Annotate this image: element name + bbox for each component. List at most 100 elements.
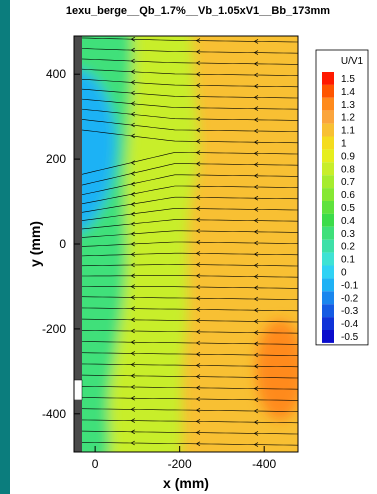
legend-label: 0.8 — [341, 164, 355, 175]
streamline-arrow — [253, 397, 259, 403]
streamline — [74, 397, 298, 401]
streamline-arrow — [130, 80, 135, 85]
streamline-arrow — [130, 171, 135, 176]
streamline — [74, 118, 298, 132]
streamline-arrow — [253, 128, 259, 134]
streamline-arrow — [253, 106, 259, 111]
streamline-arrow — [130, 273, 135, 279]
streamline-arrow — [253, 39, 259, 44]
legend-label: 0.4 — [341, 216, 355, 227]
streamline-arrow — [130, 384, 135, 390]
streamline-arrow — [195, 195, 201, 200]
streamline-arrow — [195, 407, 201, 413]
legend-label: -0.1 — [341, 280, 359, 291]
streamline-arrow — [253, 386, 259, 391]
streamline-arrow — [130, 295, 135, 300]
streamline-arrow — [195, 71, 201, 77]
streamline-arrow — [130, 90, 135, 96]
streamline-arrow — [195, 206, 201, 211]
streamline-arrow — [253, 330, 259, 335]
streamline — [74, 408, 298, 412]
streamline — [74, 108, 298, 121]
wall-gap — [73, 379, 83, 401]
streamline — [74, 48, 298, 54]
streamline-arrow — [130, 58, 135, 64]
streamline-arrow — [253, 95, 259, 100]
legend-title: U/V1 — [341, 56, 364, 67]
streamline-arrow — [253, 408, 259, 414]
legend-swatch — [322, 201, 334, 214]
streamline-arrow — [195, 419, 201, 424]
streamline-arrow — [195, 351, 201, 357]
streamline-arrow — [130, 160, 135, 166]
chart-title: 1exu_berge__Qb_1.7%__Vb_1.05xV1__Bb_173m… — [65, 5, 331, 17]
streamline-arrow — [253, 263, 259, 268]
streamline-arrow — [195, 385, 201, 391]
field-region-pocket — [256, 320, 298, 420]
streamline-arrow — [130, 362, 135, 367]
legend-swatch — [322, 213, 334, 227]
y-axis-title: y (mm) — [27, 221, 43, 267]
wall — [74, 36, 82, 380]
streamline-arrow — [253, 307, 259, 313]
streamline-arrow — [195, 38, 201, 43]
streamline — [74, 341, 298, 345]
legend-label: 0 — [341, 268, 347, 279]
wall — [74, 400, 82, 452]
streamline-arrow — [130, 418, 135, 423]
streamline-arrow — [253, 50, 259, 55]
streamline — [74, 174, 298, 197]
streamline-arrow — [195, 183, 201, 189]
streamline-arrow — [195, 295, 201, 301]
streamline-arrow — [130, 395, 135, 401]
streamline — [74, 352, 298, 356]
streamline-arrow — [134, 451, 135, 452]
streamline-arrow — [130, 122, 135, 128]
streamline — [74, 128, 298, 144]
streamline-arrow — [130, 201, 135, 207]
legend-swatch — [322, 162, 334, 176]
legend-swatch — [322, 97, 334, 111]
legend-swatch — [322, 72, 334, 85]
streamline — [74, 230, 298, 239]
streamline-arrow — [253, 151, 259, 156]
streamline-arrow — [130, 373, 135, 379]
streamline — [74, 329, 298, 334]
streamline-arrow — [195, 161, 201, 167]
legend-label: 1 — [341, 139, 347, 150]
streamline — [74, 208, 298, 223]
streamline-arrow — [195, 284, 201, 290]
streamline-arrow — [253, 419, 259, 425]
streamline-arrow — [253, 296, 259, 302]
streamline — [74, 98, 298, 110]
streamline — [74, 264, 298, 267]
streamline-arrow — [253, 218, 259, 223]
streamline-arrow — [195, 116, 201, 122]
streamline-arrow — [130, 69, 135, 75]
streamline — [74, 419, 298, 424]
streamline-arrow — [253, 341, 259, 347]
legend-label: 1.3 — [341, 100, 355, 111]
legend-label: 0.9 — [341, 151, 355, 162]
streamline-arrow — [130, 284, 135, 289]
legend-swatch — [322, 239, 334, 253]
streamline — [74, 152, 298, 177]
streamline-arrow — [195, 127, 201, 133]
streamline-arrow — [195, 340, 201, 346]
streamline-arrow — [130, 317, 135, 323]
streamline — [74, 252, 298, 257]
streamline-arrow — [195, 172, 201, 178]
streamline — [74, 286, 298, 289]
streamline-arrow — [253, 207, 259, 212]
legend-swatch — [322, 84, 334, 98]
legend-swatch — [322, 304, 334, 318]
streamline — [74, 318, 298, 323]
legend-swatch — [322, 175, 334, 189]
legend-swatch — [322, 252, 334, 266]
streamline-arrow — [195, 307, 201, 312]
streamline-arrow — [195, 60, 201, 66]
streamline-arrow — [195, 430, 201, 435]
streamline-arrow — [130, 252, 135, 257]
legend-swatch — [322, 188, 334, 201]
streamline — [74, 185, 298, 206]
